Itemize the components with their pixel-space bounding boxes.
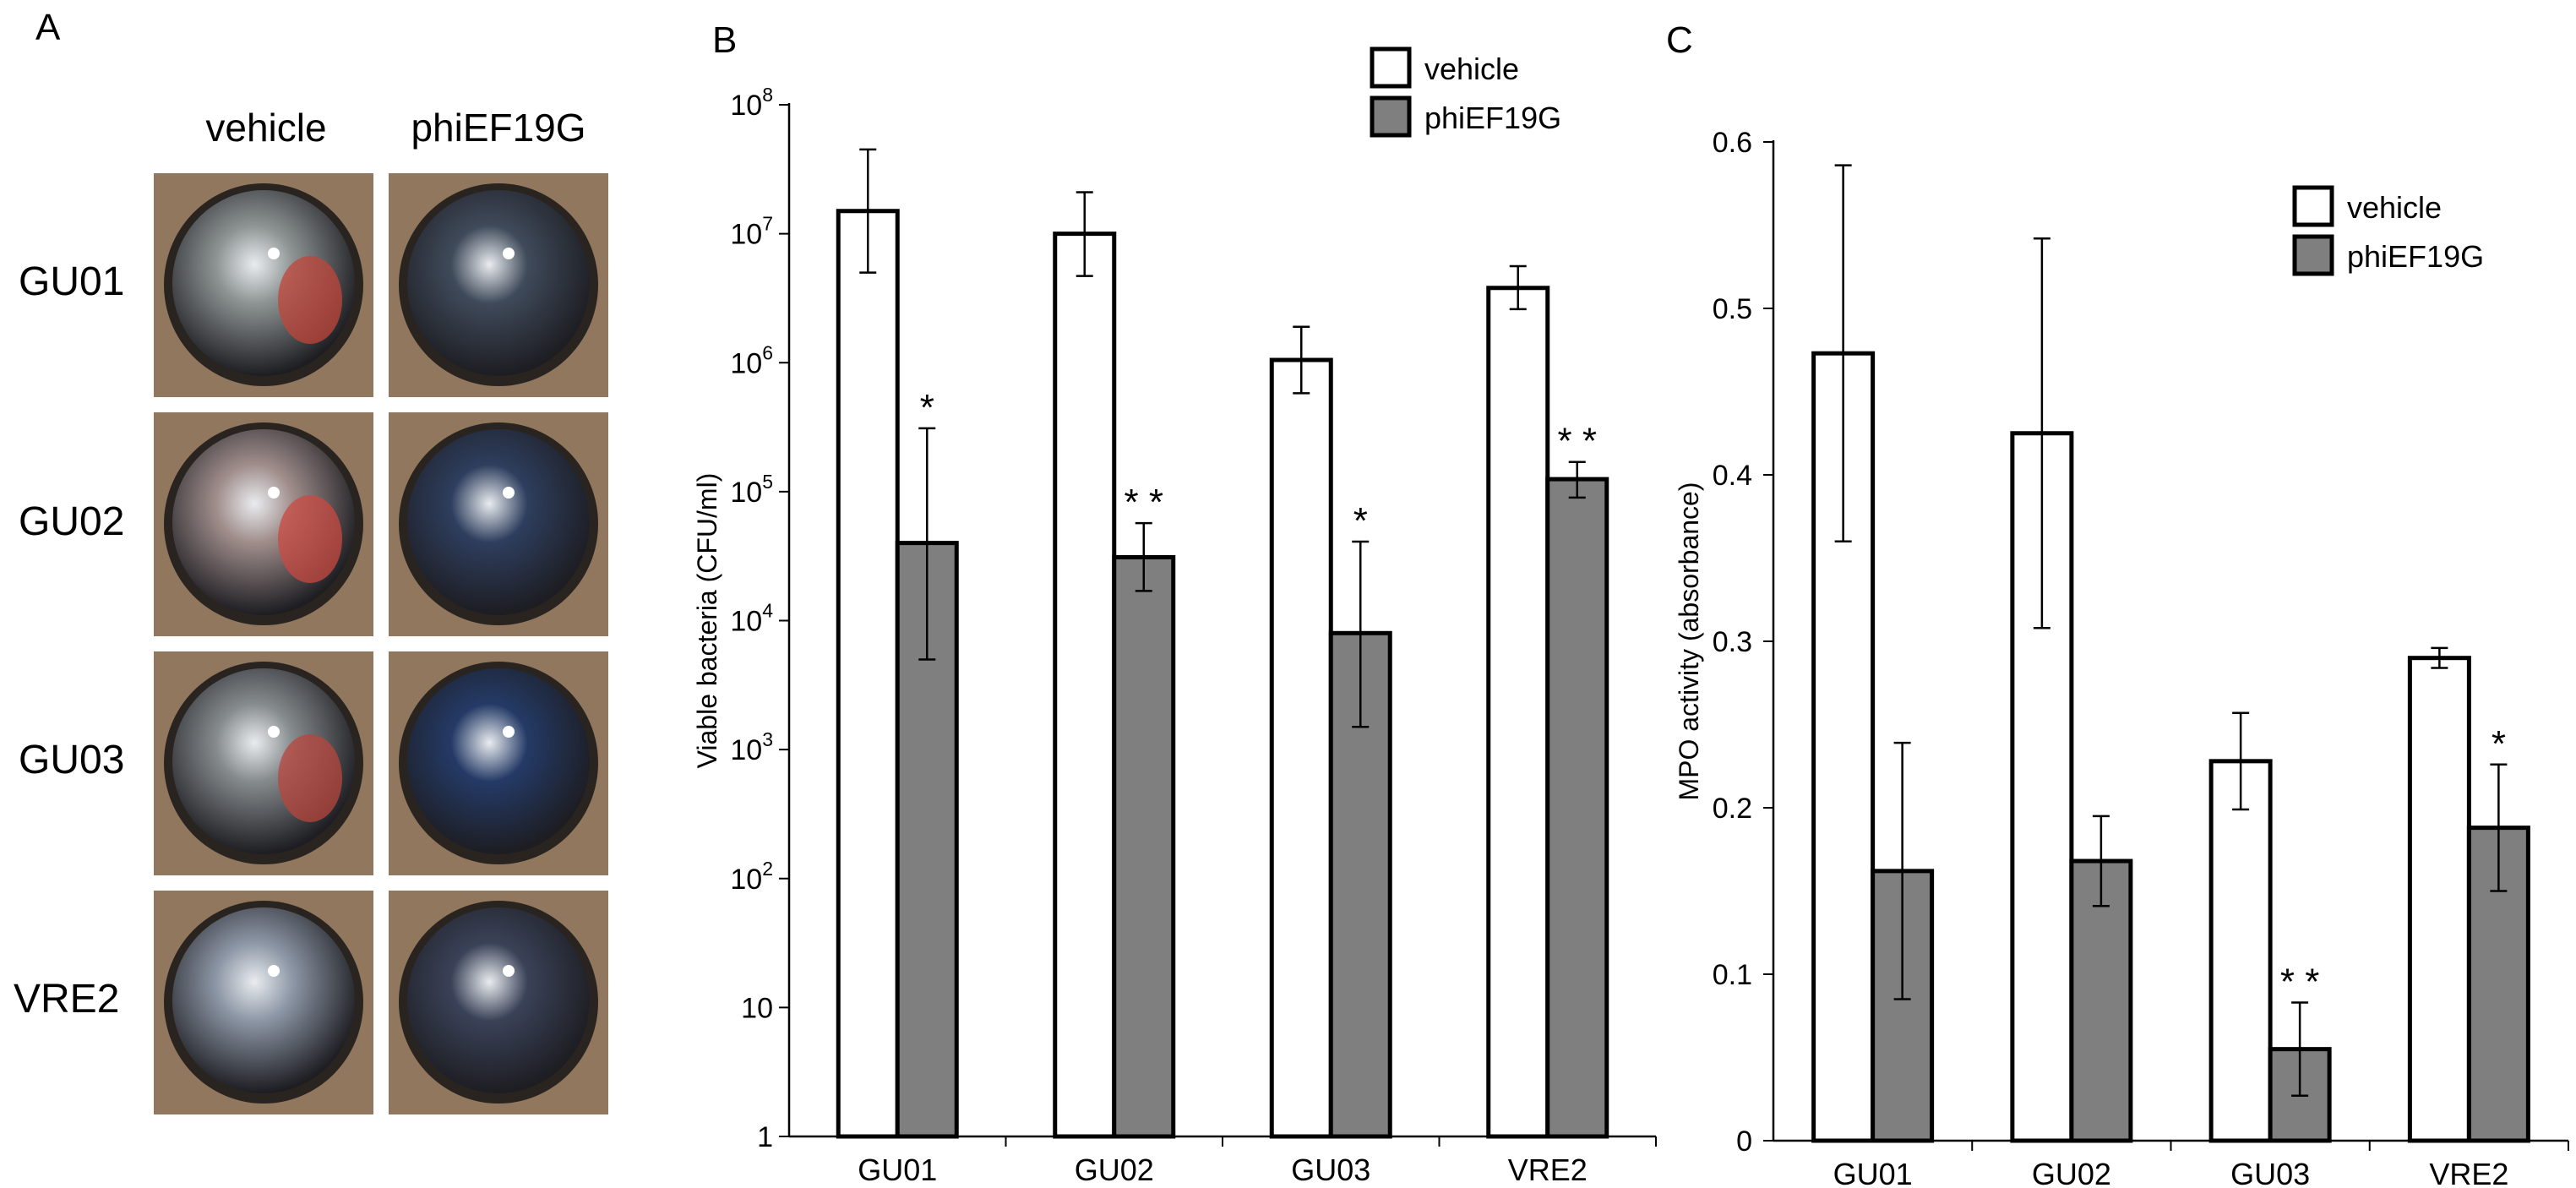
y-tick-label: 0.6 (1713, 127, 1752, 159)
significance-marker: * (1353, 500, 1368, 542)
y-tick-label: 0.4 (1713, 460, 1752, 492)
row-label-vre2: VRE2 (14, 977, 120, 1022)
eye-photo-gu03-phiEF19G (389, 651, 608, 875)
bar-vehicle-vre2 (2407, 656, 2471, 1143)
eye-photo-vre2-phiEF19G (389, 891, 608, 1114)
eye-photo-gu02-vehicle (154, 412, 373, 636)
legend-swatch-vehicle (1370, 46, 1412, 89)
significance-marker: * * (1558, 421, 1597, 462)
x-tick-label: GU03 (1291, 1153, 1370, 1187)
bar-phief19g-vre2 (1545, 477, 1609, 1139)
y-tick-label: 0 (1736, 1125, 1752, 1158)
panel-a-letter: A (35, 7, 61, 48)
eye-photo-gu03-vehicle (154, 651, 373, 875)
legend-label-phief19g: phiEF19G (1424, 101, 1561, 135)
y-tick-label: 1 (757, 1121, 773, 1153)
significance-marker: * (2492, 723, 2506, 765)
bar-vehicle-gu02 (1053, 232, 1117, 1139)
x-tick-label: GU02 (2032, 1157, 2111, 1188)
row-label-gu02: GU02 (19, 499, 125, 544)
y-tick-label: 105 (730, 471, 773, 509)
legend-swatch-phief19g (1370, 95, 1412, 138)
x-tick-label: VRE2 (2429, 1157, 2508, 1188)
bar-vehicle-vre2 (1486, 286, 1550, 1139)
y-tick-label: 102 (730, 858, 773, 896)
y-tick-label: 0.3 (1713, 626, 1752, 658)
legend-label-vehicle: vehicle (2347, 190, 2442, 225)
eye-photo-gu01-phiEF19G (389, 173, 608, 397)
bar-vehicle-gu03 (1269, 357, 1333, 1139)
x-tick-label: GU01 (858, 1153, 937, 1187)
panel-c-y-axis-label: MPO activity (absorbance) (1674, 482, 1704, 800)
significance-marker: * * (2280, 961, 2319, 1002)
y-tick-label: 108 (730, 84, 773, 122)
bar-vehicle-gu03 (2208, 759, 2273, 1143)
legend-swatch-vehicle (2292, 185, 2334, 227)
y-tick-label: 0.1 (1713, 959, 1752, 991)
y-tick-label: 106 (730, 341, 773, 379)
significance-marker: * (920, 387, 934, 428)
legend-label-phief19g: phiEF19G (2347, 239, 2484, 274)
legend-swatch-phief19g (2292, 234, 2334, 276)
row-label-gu03: GU03 (19, 738, 125, 782)
column-header-vehicle: vehicle (205, 106, 327, 150)
legend-label-vehicle: vehicle (1424, 52, 1519, 86)
significance-marker: * * (1125, 482, 1163, 523)
y-tick-label: 0.5 (1713, 293, 1752, 325)
bar-phief19g-gu02 (2069, 858, 2133, 1143)
y-tick-label: 0.2 (1713, 793, 1752, 825)
panel-c-letter: C (1666, 19, 1693, 61)
y-tick-label: 10 (741, 992, 773, 1024)
y-tick-label: 103 (730, 728, 773, 766)
bar-vehicle-gu01 (836, 209, 900, 1139)
eye-photo-vre2-vehicle (154, 891, 373, 1114)
y-tick-label: 104 (730, 600, 773, 638)
bar-phief19g-gu02 (1112, 555, 1176, 1139)
eye-photo-gu01-vehicle (154, 173, 373, 397)
x-tick-label: GU01 (1833, 1157, 1913, 1188)
eye-photo-gu02-phiEF19G (389, 412, 608, 636)
panel-b-y-axis-label: Viable bacteria (CFU/ml) (692, 473, 722, 769)
x-tick-label: GU03 (2230, 1157, 2310, 1188)
y-tick-label: 107 (730, 213, 773, 251)
x-tick-label: VRE2 (1508, 1153, 1588, 1187)
column-header-phiEF19G: phiEF19G (411, 106, 586, 150)
panel-b-letter: B (712, 19, 737, 61)
row-label-gu01: GU01 (19, 259, 125, 304)
x-tick-label: GU02 (1075, 1153, 1154, 1187)
